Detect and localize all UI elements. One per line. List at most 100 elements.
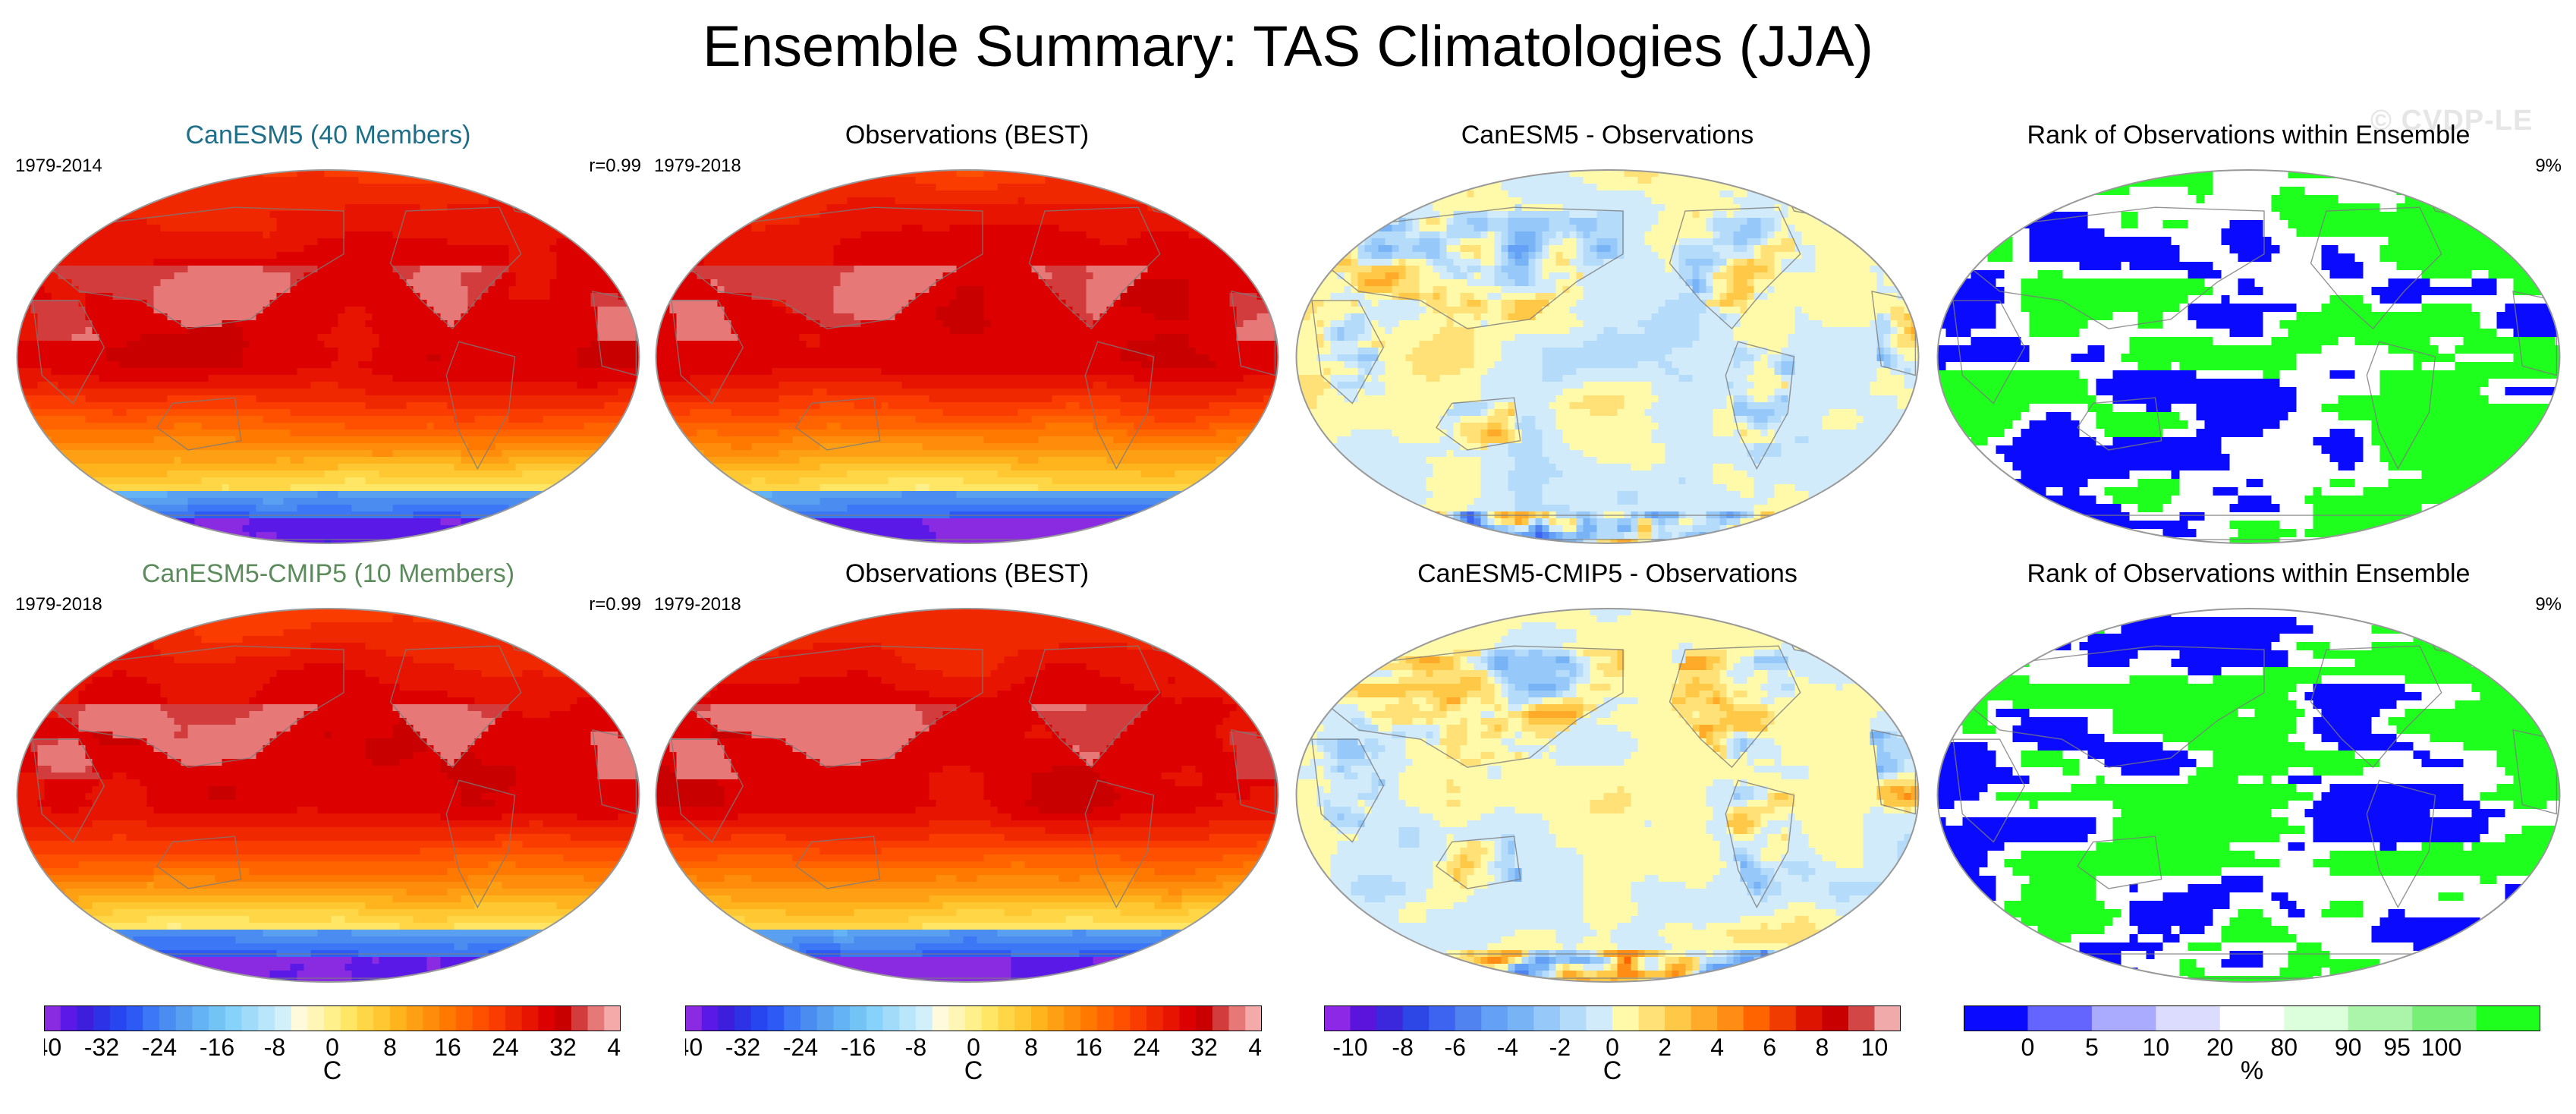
colorbar-tick-label: -16 xyxy=(200,1034,234,1061)
colorbar-tick-label: -2 xyxy=(1549,1034,1571,1061)
colorbar-swatch xyxy=(587,1005,605,1031)
colorbar-tick-label: -40 xyxy=(685,1034,703,1061)
colorbar-swatch xyxy=(126,1005,143,1031)
colorbar-tick-label: 8 xyxy=(1024,1034,1038,1061)
colorbar-swatch xyxy=(1964,1005,2028,1031)
colorbar-swatch xyxy=(373,1005,391,1031)
colorbar-tick-label: -32 xyxy=(84,1034,119,1061)
colorbar-swatch xyxy=(701,1005,719,1031)
figure-title: Ensemble Summary: TAS Climatologies (JJA… xyxy=(0,11,2576,83)
colorbar-swatch xyxy=(734,1005,752,1031)
colorbar-swatch xyxy=(538,1005,555,1031)
colorbar-svg: -40 -32 -24 -16 -8 0 8 16 24 32 40 xyxy=(685,1005,1262,1061)
panel-title: Observations (BEST) xyxy=(654,559,1280,589)
colorbar-swatch xyxy=(357,1005,374,1031)
map-rank xyxy=(1936,608,2561,983)
colorbar-swatch xyxy=(685,1005,703,1031)
colorbar-swatch xyxy=(1586,1005,1613,1031)
colorbar-tick-label: 0 xyxy=(967,1034,980,1061)
colorbar-swatch xyxy=(571,1005,589,1031)
colorbar-tick-label: 0 xyxy=(326,1034,339,1061)
colorbar-swatch xyxy=(1212,1005,1230,1031)
colorbar-swatch xyxy=(192,1005,209,1031)
panel-period-label: 1979-2018 xyxy=(654,593,741,616)
colorbar-swatch xyxy=(1822,1005,1849,1031)
colorbar-tick-label: 0 xyxy=(1606,1034,1619,1061)
colorbar-tick-label: 40 xyxy=(607,1034,621,1061)
colorbar-swatch xyxy=(916,1005,933,1031)
colorbar-swatch xyxy=(965,1005,983,1031)
colorbar-unit: % xyxy=(2241,1056,2263,1086)
colorbar-climatology-2: -40 -32 -24 -16 -8 0 8 16 24 32 40 C xyxy=(685,1005,1262,1097)
colorbar-swatch xyxy=(455,1005,473,1031)
colorbar-tick-label: 6 xyxy=(1763,1034,1776,1061)
colorbar-swatch xyxy=(1795,1005,1823,1031)
map-rank xyxy=(1936,169,2561,544)
colorbar-swatch xyxy=(307,1005,325,1031)
map-panel-p5: CanESM5-CMIP5 (10 Members) 1979-2018 r=0.9… xyxy=(15,559,641,999)
colorbar-swatch xyxy=(209,1005,226,1031)
colorbar-tick-label: 8 xyxy=(1815,1034,1829,1061)
colorbar-swatch xyxy=(77,1005,94,1031)
map-panel-p3: CanESM5 - Observations xyxy=(1294,120,1920,560)
colorbar-swatch xyxy=(1130,1005,1147,1031)
colorbar-swatch xyxy=(899,1005,917,1031)
colorbar-tick-label: -32 xyxy=(725,1034,760,1061)
colorbar-tick-label: 95 xyxy=(2383,1034,2411,1061)
colorbar-swatch xyxy=(2284,1005,2349,1031)
colorbar-swatch xyxy=(1080,1005,1098,1031)
colorbar-swatch xyxy=(882,1005,900,1031)
colorbar-tick-label: 32 xyxy=(1190,1034,1218,1061)
panel-title: CanESM5 - Observations xyxy=(1294,120,1920,150)
colorbar-swatch xyxy=(1874,1005,1901,1031)
panel-title: CanESM5 (40 Members) xyxy=(15,120,641,150)
colorbar-tick-label: 16 xyxy=(1075,1034,1102,1061)
colorbar-swatch xyxy=(439,1005,457,1031)
colorbar-swatch xyxy=(340,1005,358,1031)
colorbar-swatch xyxy=(1717,1005,1744,1031)
colorbar-swatch xyxy=(1179,1005,1197,1031)
colorbar-tick-label: 0 xyxy=(2021,1034,2035,1061)
panel-title: Observations (BEST) xyxy=(654,120,1280,150)
colorbar-swatch xyxy=(1481,1005,1508,1031)
colorbar-swatch xyxy=(718,1005,735,1031)
colorbar-tick-label: -40 xyxy=(44,1034,61,1061)
colorbar-swatch xyxy=(2219,1005,2285,1031)
colorbar-tick-label: 24 xyxy=(1133,1034,1160,1061)
map-clim xyxy=(16,169,640,544)
map-panel-p8: Rank of Observations within Ensemble 9% xyxy=(1936,559,2562,999)
colorbar-swatch xyxy=(406,1005,423,1031)
panel-period-label: 1979-2018 xyxy=(654,155,741,178)
map-clim xyxy=(655,169,1279,544)
colorbar-swatch xyxy=(2412,1005,2477,1031)
map-panel-p2: Observations (BEST) 1979-2018 xyxy=(654,120,1280,560)
colorbar-swatch xyxy=(1031,1005,1049,1031)
colorbar-swatch xyxy=(1665,1005,1692,1031)
colorbar-unit: C xyxy=(1603,1056,1622,1086)
colorbar-tick-label: -10 xyxy=(1332,1034,1367,1061)
colorbar-tick-label: 10 xyxy=(2143,1034,2170,1061)
panel-stat-label: 9% xyxy=(2535,155,2562,178)
panel-stat-label: 9% xyxy=(2535,593,2562,616)
colorbar-swatch xyxy=(93,1005,111,1031)
panel-period-label: 1979-2018 xyxy=(15,593,102,616)
colorbar-swatch xyxy=(800,1005,818,1031)
colorbar-swatch xyxy=(159,1005,177,1031)
colorbar-tick-label: -16 xyxy=(841,1034,876,1061)
colorbar-tick-label: 80 xyxy=(2270,1034,2298,1061)
colorbar-swatch xyxy=(472,1005,489,1031)
colorbar-tick-label: 24 xyxy=(492,1034,519,1061)
colorbar-tick-label: -24 xyxy=(142,1034,177,1061)
colorbar-tick-label: -8 xyxy=(905,1034,926,1061)
colorbar-tick-label: 4 xyxy=(1710,1034,1724,1061)
colorbar-swatch xyxy=(423,1005,440,1031)
colorbar-swatch xyxy=(1047,1005,1065,1031)
colorbar-swatch xyxy=(1324,1005,1351,1031)
colorbar-swatch xyxy=(1196,1005,1213,1031)
colorbar-swatch xyxy=(324,1005,341,1031)
colorbar-swatch xyxy=(1612,1005,1640,1031)
colorbar-swatch xyxy=(866,1005,884,1031)
colorbar-swatch xyxy=(2348,1005,2413,1031)
panel-title: CanESM5-CMIP5 - Observations xyxy=(1294,559,1920,589)
colorbar-svg: -10 -8 -6 -4 -2 0 2 4 6 8 10 xyxy=(1324,1005,1901,1061)
